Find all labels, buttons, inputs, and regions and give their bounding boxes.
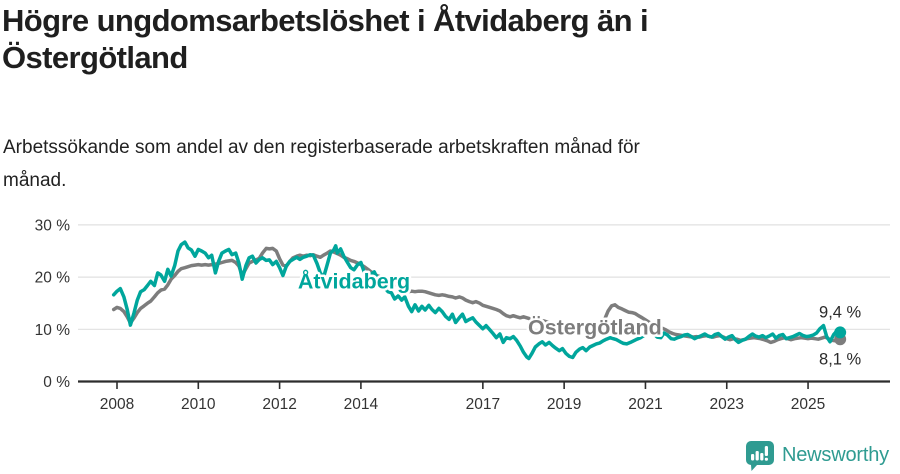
x-tick-label-2010: 2010 [181,396,216,413]
newsworthy-logo-icon [746,441,774,471]
logo-exclamation-bar [764,446,768,456]
y-tick-label-30: 30 % [35,217,71,234]
tvidaberg-series-label: Åtvidaberg [298,268,410,294]
stergtland-line [111,246,842,345]
x-tick-label-2012: 2012 [262,396,296,413]
x-tick-label-2017: 2017 [466,396,500,413]
chart-subtitle: Arbetssökande som andel av den registerb… [3,137,640,191]
y-tick-label-10: 10 % [35,322,71,339]
logo-bar-small [751,454,755,461]
tvidaberg-line [111,240,842,361]
x-tick-label-2014: 2014 [344,396,379,413]
tvidaberg-end-value-label: 9,4 % [819,303,862,321]
x-tick-label-2025: 2025 [791,396,825,413]
logo-bar-tall [760,453,764,461]
newsworthy-brand-text: Newsworthy [782,444,889,466]
y-tick-label-20: 20 % [35,270,71,287]
stergtland-series-label: Östergötland [528,315,662,340]
logo-bar-medium [755,451,759,461]
logo-bubble-shape [746,441,774,471]
x-tick-label-2021: 2021 [628,396,662,413]
x-tick-label-2019: 2019 [547,396,581,413]
x-tick-label-2023: 2023 [710,396,744,413]
stergtland-end-value-label: 8,1 % [819,350,862,368]
newsworthy-brand: Newsworthy [744,440,889,472]
x-tick-label-2008: 2008 [100,396,134,413]
y-tick-label-0: 0 % [43,374,70,391]
tvidaberg-end-dot [834,326,847,339]
logo-exclamation-dot [764,457,768,461]
page-title: Högre ungdomsarbetslöshet i Åtvidaberg ä… [2,3,649,75]
